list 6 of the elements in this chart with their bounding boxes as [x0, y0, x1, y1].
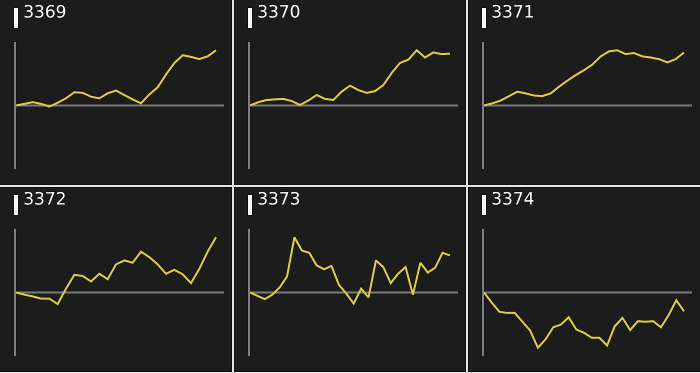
chart-title: 3371: [491, 2, 534, 22]
chart-title: 3374: [491, 189, 534, 210]
chart-title: 3370: [257, 2, 300, 22]
chart-title: 3369: [23, 2, 66, 22]
chart-title: 3372: [23, 189, 66, 210]
chart-title: 3373: [257, 189, 300, 210]
